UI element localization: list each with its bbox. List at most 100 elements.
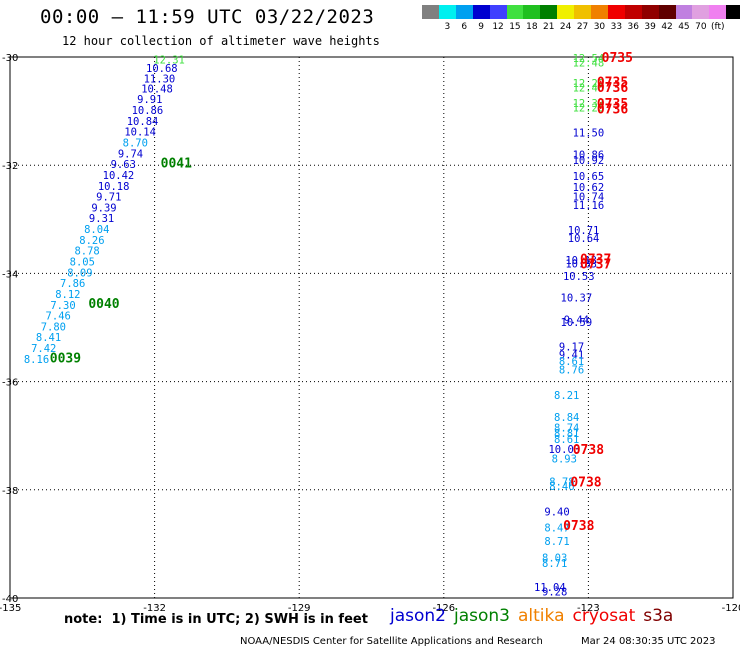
scale-swatch: [489, 5, 507, 19]
scale-label: 18: [526, 22, 538, 32]
satellite-legend-jason3: jason3: [454, 606, 510, 626]
scale-swatch: [438, 5, 456, 19]
pass-time-label: 0735: [597, 97, 628, 112]
swh-value-label: 10.42: [103, 170, 135, 182]
x-tick-label: -132: [143, 603, 166, 614]
generated-timestamp: Mar 24 08:30:35 UTC 2023: [581, 636, 716, 647]
scale-swatch: [726, 5, 740, 19]
pass-time-label: 0040: [88, 297, 119, 312]
swh-value-label: 10.86: [132, 105, 164, 117]
swh-value-label: 10.83: [565, 259, 597, 271]
swh-value-label: 10.14: [124, 127, 156, 139]
pass-time-label: 0736: [597, 102, 628, 117]
swh-value-label: 8.78: [549, 477, 574, 489]
scale-label: 42: [661, 22, 673, 32]
swh-value-label: 7.86: [60, 278, 85, 290]
scale-label: 24: [559, 22, 572, 32]
swh-value-label: 10.68: [146, 63, 178, 75]
swh-value-label: 8.46: [549, 481, 574, 493]
scale-label: (ft): [710, 22, 725, 32]
swh-value-label: 9.63: [111, 159, 136, 171]
scale-swatch: [658, 5, 676, 19]
y-tick-label: -40: [2, 594, 18, 605]
swh-value-label: 12.54: [573, 53, 605, 65]
swh-value-label: 7.46: [46, 311, 71, 323]
swh-value-label: 10.53: [563, 271, 595, 283]
swh-value-label: 8.41: [36, 332, 61, 344]
swh-value-label: 10.59: [561, 317, 593, 329]
y-tick-label: -36: [2, 378, 18, 389]
scale-swatch: [692, 5, 710, 19]
scale-label: 27: [576, 22, 589, 32]
x-tick-label: -120: [722, 603, 740, 614]
swh-value-label: 8.61: [559, 356, 584, 368]
swh-value-label: 10.37: [561, 293, 593, 305]
swh-value-label: 8.74: [554, 423, 579, 435]
swh-value-label: 11.04: [534, 582, 566, 594]
pass-time-label: 0735: [597, 75, 628, 90]
scale-swatch: [624, 5, 642, 19]
swh-value-label: 10.92: [573, 155, 605, 167]
satellite-legend-altika: altika: [518, 606, 565, 626]
pass-time-label: 0041: [161, 156, 192, 171]
swh-value-label: 8.03: [542, 552, 567, 564]
swh-value-label: 8.93: [552, 453, 577, 465]
x-tick-label: -135: [0, 603, 21, 614]
swh-value-label: 10.65: [573, 171, 605, 183]
plot-frame: [9, 56, 734, 599]
pass-time-label: 0738: [573, 443, 604, 458]
satellite-legend-jason2: jason2: [390, 606, 446, 626]
scale-swatch: [523, 5, 541, 19]
swh-value-label: 12.37: [573, 98, 605, 110]
swh-value-label: 8.84: [554, 412, 579, 424]
swh-value-label: 12.29: [573, 78, 605, 90]
swh-value-label: 7.30: [50, 300, 75, 312]
swh-value-label: 9.74: [118, 148, 143, 160]
scale-swatch: [557, 5, 575, 19]
swh-value-label: 8.71: [542, 558, 567, 570]
satellite-legend-cryosat: cryosat: [572, 606, 636, 626]
satellite-legend-s3a: s3a: [643, 606, 674, 626]
swh-value-label: 8.16: [24, 354, 49, 366]
y-tick-label: -34: [2, 269, 18, 280]
swh-value-label: 8.78: [74, 246, 99, 258]
y-tick-label: -32: [2, 161, 18, 172]
scale-swatch: [540, 5, 558, 19]
swh-value-label: 7.80: [41, 321, 66, 333]
scale-label: 6: [461, 22, 468, 32]
swh-value-label: 11.50: [573, 128, 605, 140]
pass-time-label: 0735: [602, 51, 633, 66]
pass-time-label: 0039: [50, 351, 81, 366]
chart-subtitle: 12 hour collection of altimeter wave hei…: [62, 34, 380, 48]
swh-value-label: 8.47: [544, 523, 569, 535]
scale-swatch: [472, 5, 490, 19]
swh-value-label: 8.12: [55, 289, 80, 301]
swh-value-label: 8.76: [559, 365, 584, 377]
satellite-legend: jason2 jason3 altika cryosat s3a: [390, 606, 681, 626]
swh-value-label: 9.44: [564, 314, 589, 326]
swh-value-label: 8.61: [554, 434, 579, 446]
scale-label: 30: [593, 22, 606, 32]
scale-swatch: [422, 5, 439, 19]
swh-value-label: 10.48: [141, 83, 173, 95]
scale-swatch: [675, 5, 693, 19]
scale-swatch: [574, 5, 592, 19]
swh-value-label: 10.18: [98, 181, 130, 193]
scale-label: 15: [509, 22, 521, 32]
pass-time-label: 0738: [563, 519, 594, 534]
scale-label: 12: [492, 22, 504, 32]
swh-value-label: 8.21: [554, 390, 579, 402]
y-tick-label: -30: [2, 53, 18, 64]
swh-value-label: 9.40: [544, 506, 569, 518]
pass-time-label: 0737: [580, 258, 611, 273]
scale-label: 39: [644, 22, 656, 32]
pass-time-label: 0738: [570, 476, 601, 491]
swh-value-label: 8.70: [123, 137, 148, 149]
swh-value-label: 8.81: [554, 428, 579, 440]
swh-value-label: 10.13: [565, 255, 597, 267]
scale-swatch: [709, 5, 727, 19]
scale-label: 33: [610, 22, 623, 32]
swh-value-label: 10.86: [573, 149, 605, 161]
chart-title: 00:00 – 11:59 UTC 03/22/2023: [40, 6, 375, 28]
